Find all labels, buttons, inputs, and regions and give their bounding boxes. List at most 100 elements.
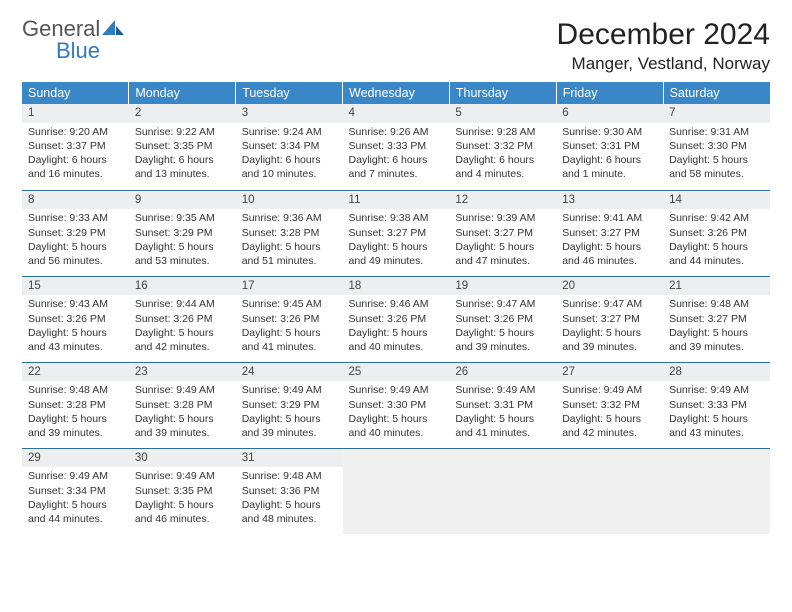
day-cell-23: 23Sunrise: 9:49 AMSunset: 3:28 PMDayligh… (129, 362, 236, 448)
sunrise-line: Sunrise: 9:35 AM (135, 211, 230, 225)
day-cell-25: 25Sunrise: 9:49 AMSunset: 3:30 PMDayligh… (343, 362, 450, 448)
day-body: Sunrise: 9:43 AMSunset: 3:26 PMDaylight:… (22, 295, 129, 358)
day-cell-1: 1Sunrise: 9:20 AMSunset: 3:37 PMDaylight… (22, 104, 129, 190)
day-body: Sunrise: 9:39 AMSunset: 3:27 PMDaylight:… (449, 209, 556, 272)
week-row: 15Sunrise: 9:43 AMSunset: 3:26 PMDayligh… (22, 276, 770, 362)
daylight-line: Daylight: 5 hours and 46 minutes. (562, 240, 657, 268)
daylight-line: Daylight: 5 hours and 47 minutes. (455, 240, 550, 268)
daylight-line: Daylight: 5 hours and 48 minutes. (242, 498, 337, 526)
day-cell-14: 14Sunrise: 9:42 AMSunset: 3:26 PMDayligh… (663, 190, 770, 276)
sunset-line: Sunset: 3:26 PM (669, 226, 764, 240)
day-number: 12 (449, 191, 556, 210)
day-body: Sunrise: 9:49 AMSunset: 3:28 PMDaylight:… (129, 381, 236, 444)
day-body: Sunrise: 9:36 AMSunset: 3:28 PMDaylight:… (236, 209, 343, 272)
day-body: Sunrise: 9:47 AMSunset: 3:27 PMDaylight:… (556, 295, 663, 358)
week-row: 8Sunrise: 9:33 AMSunset: 3:29 PMDaylight… (22, 190, 770, 276)
day-body: Sunrise: 9:24 AMSunset: 3:34 PMDaylight:… (236, 123, 343, 186)
day-cell-2: 2Sunrise: 9:22 AMSunset: 3:35 PMDaylight… (129, 104, 236, 190)
daylight-line: Daylight: 5 hours and 42 minutes. (562, 412, 657, 440)
week-row: 1Sunrise: 9:20 AMSunset: 3:37 PMDaylight… (22, 104, 770, 190)
day-number: 23 (129, 363, 236, 382)
day-body: Sunrise: 9:49 AMSunset: 3:32 PMDaylight:… (556, 381, 663, 444)
day-cell-7: 7Sunrise: 9:31 AMSunset: 3:30 PMDaylight… (663, 104, 770, 190)
title-block: December 2024 Manger, Vestland, Norway (557, 18, 770, 74)
day-body: Sunrise: 9:20 AMSunset: 3:37 PMDaylight:… (22, 123, 129, 186)
sunrise-line: Sunrise: 9:31 AM (669, 125, 764, 139)
day-body: Sunrise: 9:35 AMSunset: 3:29 PMDaylight:… (129, 209, 236, 272)
daylight-line: Daylight: 6 hours and 7 minutes. (349, 153, 444, 181)
weekday-row: SundayMondayTuesdayWednesdayThursdayFrid… (22, 82, 770, 104)
daylight-line: Daylight: 5 hours and 39 minutes. (455, 326, 550, 354)
day-cell-21: 21Sunrise: 9:48 AMSunset: 3:27 PMDayligh… (663, 276, 770, 362)
day-number: 18 (343, 277, 450, 296)
day-number: 31 (236, 449, 343, 468)
weekday-saturday: Saturday (663, 82, 770, 104)
daylight-line: Daylight: 5 hours and 39 minutes. (669, 326, 764, 354)
daylight-line: Daylight: 5 hours and 42 minutes. (135, 326, 230, 354)
sunset-line: Sunset: 3:30 PM (669, 139, 764, 153)
daylight-line: Daylight: 6 hours and 4 minutes. (455, 153, 550, 181)
daylight-line: Daylight: 5 hours and 44 minutes. (28, 498, 123, 526)
daylight-line: Daylight: 6 hours and 13 minutes. (135, 153, 230, 181)
sunrise-line: Sunrise: 9:38 AM (349, 211, 444, 225)
sunset-line: Sunset: 3:29 PM (242, 398, 337, 412)
day-number: 19 (449, 277, 556, 296)
sunset-line: Sunset: 3:28 PM (28, 398, 123, 412)
sunset-line: Sunset: 3:26 PM (349, 312, 444, 326)
sunrise-line: Sunrise: 9:22 AM (135, 125, 230, 139)
day-body: Sunrise: 9:49 AMSunset: 3:31 PMDaylight:… (449, 381, 556, 444)
daylight-line: Daylight: 5 hours and 43 minutes. (669, 412, 764, 440)
day-body: Sunrise: 9:28 AMSunset: 3:32 PMDaylight:… (449, 123, 556, 186)
daylight-line: Daylight: 5 hours and 51 minutes. (242, 240, 337, 268)
sunrise-line: Sunrise: 9:49 AM (135, 469, 230, 483)
sunrise-line: Sunrise: 9:42 AM (669, 211, 764, 225)
day-number: 30 (129, 449, 236, 468)
location-text: Manger, Vestland, Norway (557, 54, 770, 74)
sunset-line: Sunset: 3:26 PM (135, 312, 230, 326)
day-body: Sunrise: 9:48 AMSunset: 3:27 PMDaylight:… (663, 295, 770, 358)
day-cell-29: 29Sunrise: 9:49 AMSunset: 3:34 PMDayligh… (22, 448, 129, 534)
logo-line2: Blue (22, 40, 124, 62)
weekday-tuesday: Tuesday (236, 82, 343, 104)
day-cell-4: 4Sunrise: 9:26 AMSunset: 3:33 PMDaylight… (343, 104, 450, 190)
header: General Blue December 2024 Manger, Vestl… (22, 18, 770, 74)
sunrise-line: Sunrise: 9:44 AM (135, 297, 230, 311)
day-number: 22 (22, 363, 129, 382)
sunset-line: Sunset: 3:26 PM (455, 312, 550, 326)
sunrise-line: Sunrise: 9:47 AM (562, 297, 657, 311)
sunset-line: Sunset: 3:36 PM (242, 484, 337, 498)
sunset-line: Sunset: 3:29 PM (135, 226, 230, 240)
day-number: 28 (663, 363, 770, 382)
day-number: 14 (663, 191, 770, 210)
sunset-line: Sunset: 3:30 PM (349, 398, 444, 412)
day-body: Sunrise: 9:31 AMSunset: 3:30 PMDaylight:… (663, 123, 770, 186)
daylight-line: Daylight: 5 hours and 40 minutes. (349, 412, 444, 440)
calendar-head: SundayMondayTuesdayWednesdayThursdayFrid… (22, 82, 770, 104)
sunrise-line: Sunrise: 9:41 AM (562, 211, 657, 225)
sunrise-line: Sunrise: 9:30 AM (562, 125, 657, 139)
sunrise-line: Sunrise: 9:49 AM (242, 383, 337, 397)
day-cell-27: 27Sunrise: 9:49 AMSunset: 3:32 PMDayligh… (556, 362, 663, 448)
day-number: 11 (343, 191, 450, 210)
sunrise-line: Sunrise: 9:48 AM (242, 469, 337, 483)
day-cell-28: 28Sunrise: 9:49 AMSunset: 3:33 PMDayligh… (663, 362, 770, 448)
day-body: Sunrise: 9:30 AMSunset: 3:31 PMDaylight:… (556, 123, 663, 186)
blank-cell (663, 448, 770, 534)
weekday-wednesday: Wednesday (343, 82, 450, 104)
daylight-line: Daylight: 5 hours and 41 minutes. (455, 412, 550, 440)
day-number: 8 (22, 191, 129, 210)
day-cell-16: 16Sunrise: 9:44 AMSunset: 3:26 PMDayligh… (129, 276, 236, 362)
daylight-line: Daylight: 5 hours and 39 minutes. (28, 412, 123, 440)
day-number: 29 (22, 449, 129, 468)
sunrise-line: Sunrise: 9:46 AM (349, 297, 444, 311)
daylight-line: Daylight: 5 hours and 58 minutes. (669, 153, 764, 181)
day-number: 5 (449, 104, 556, 123)
day-cell-18: 18Sunrise: 9:46 AMSunset: 3:26 PMDayligh… (343, 276, 450, 362)
sunset-line: Sunset: 3:32 PM (562, 398, 657, 412)
sunrise-line: Sunrise: 9:20 AM (28, 125, 123, 139)
page-title: December 2024 (557, 18, 770, 52)
day-body: Sunrise: 9:49 AMSunset: 3:33 PMDaylight:… (663, 381, 770, 444)
sunset-line: Sunset: 3:31 PM (455, 398, 550, 412)
day-cell-26: 26Sunrise: 9:49 AMSunset: 3:31 PMDayligh… (449, 362, 556, 448)
daylight-line: Daylight: 5 hours and 44 minutes. (669, 240, 764, 268)
